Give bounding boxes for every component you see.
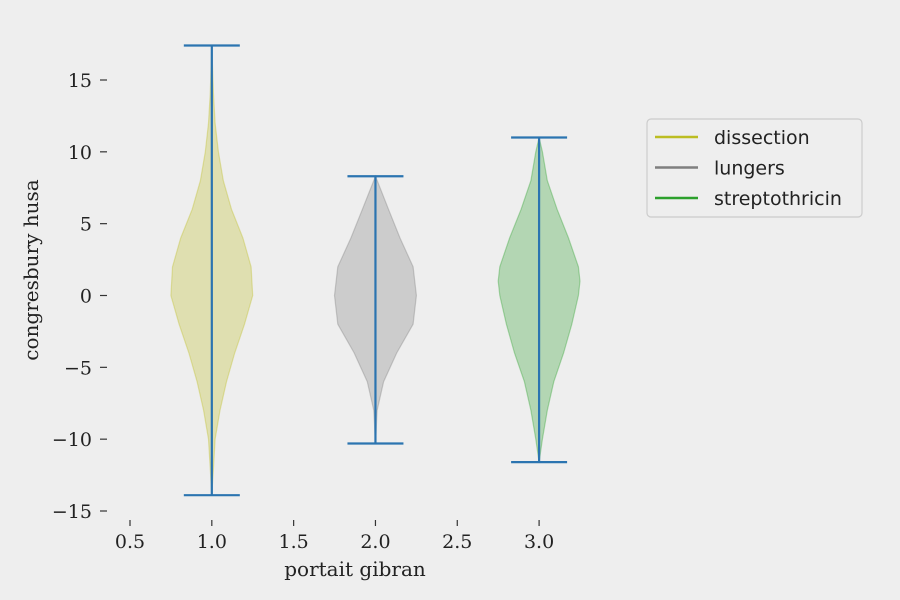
y-tick-label: −10	[52, 429, 92, 451]
legend-frame	[646, 118, 863, 218]
x-axis-label: portait gibran	[284, 557, 426, 581]
x-tick-label: 2.0	[360, 531, 390, 553]
legend-label-streptothricin: streptothricin	[714, 188, 842, 210]
plot-area	[170, 44, 581, 497]
y-tick-label: 5	[80, 214, 92, 236]
legend-label-dissection: dissection	[714, 127, 810, 149]
y-tick-label: 15	[68, 70, 92, 92]
y-tick-label: 0	[80, 286, 92, 308]
axes: 0.5 1.0 1.5 2.0 2.5 3.0 15 10 5 0 −5 −10 −15	[52, 70, 554, 553]
x-tick-label: 1.5	[279, 531, 309, 553]
y-axis-label: congresbury husa	[19, 179, 43, 361]
legend: dissection lungers streptothricin	[646, 118, 863, 218]
x-tick-label: 3.0	[524, 531, 554, 553]
y-tick-label: −5	[64, 357, 92, 379]
x-tick-label: 2.5	[442, 531, 472, 553]
y-tick-label: 10	[68, 142, 92, 164]
legend-label-lungers: lungers	[714, 158, 785, 180]
y-tick-label: −15	[52, 501, 92, 523]
x-tick-label: 1.0	[197, 531, 227, 553]
x-tick-label: 0.5	[115, 531, 145, 553]
